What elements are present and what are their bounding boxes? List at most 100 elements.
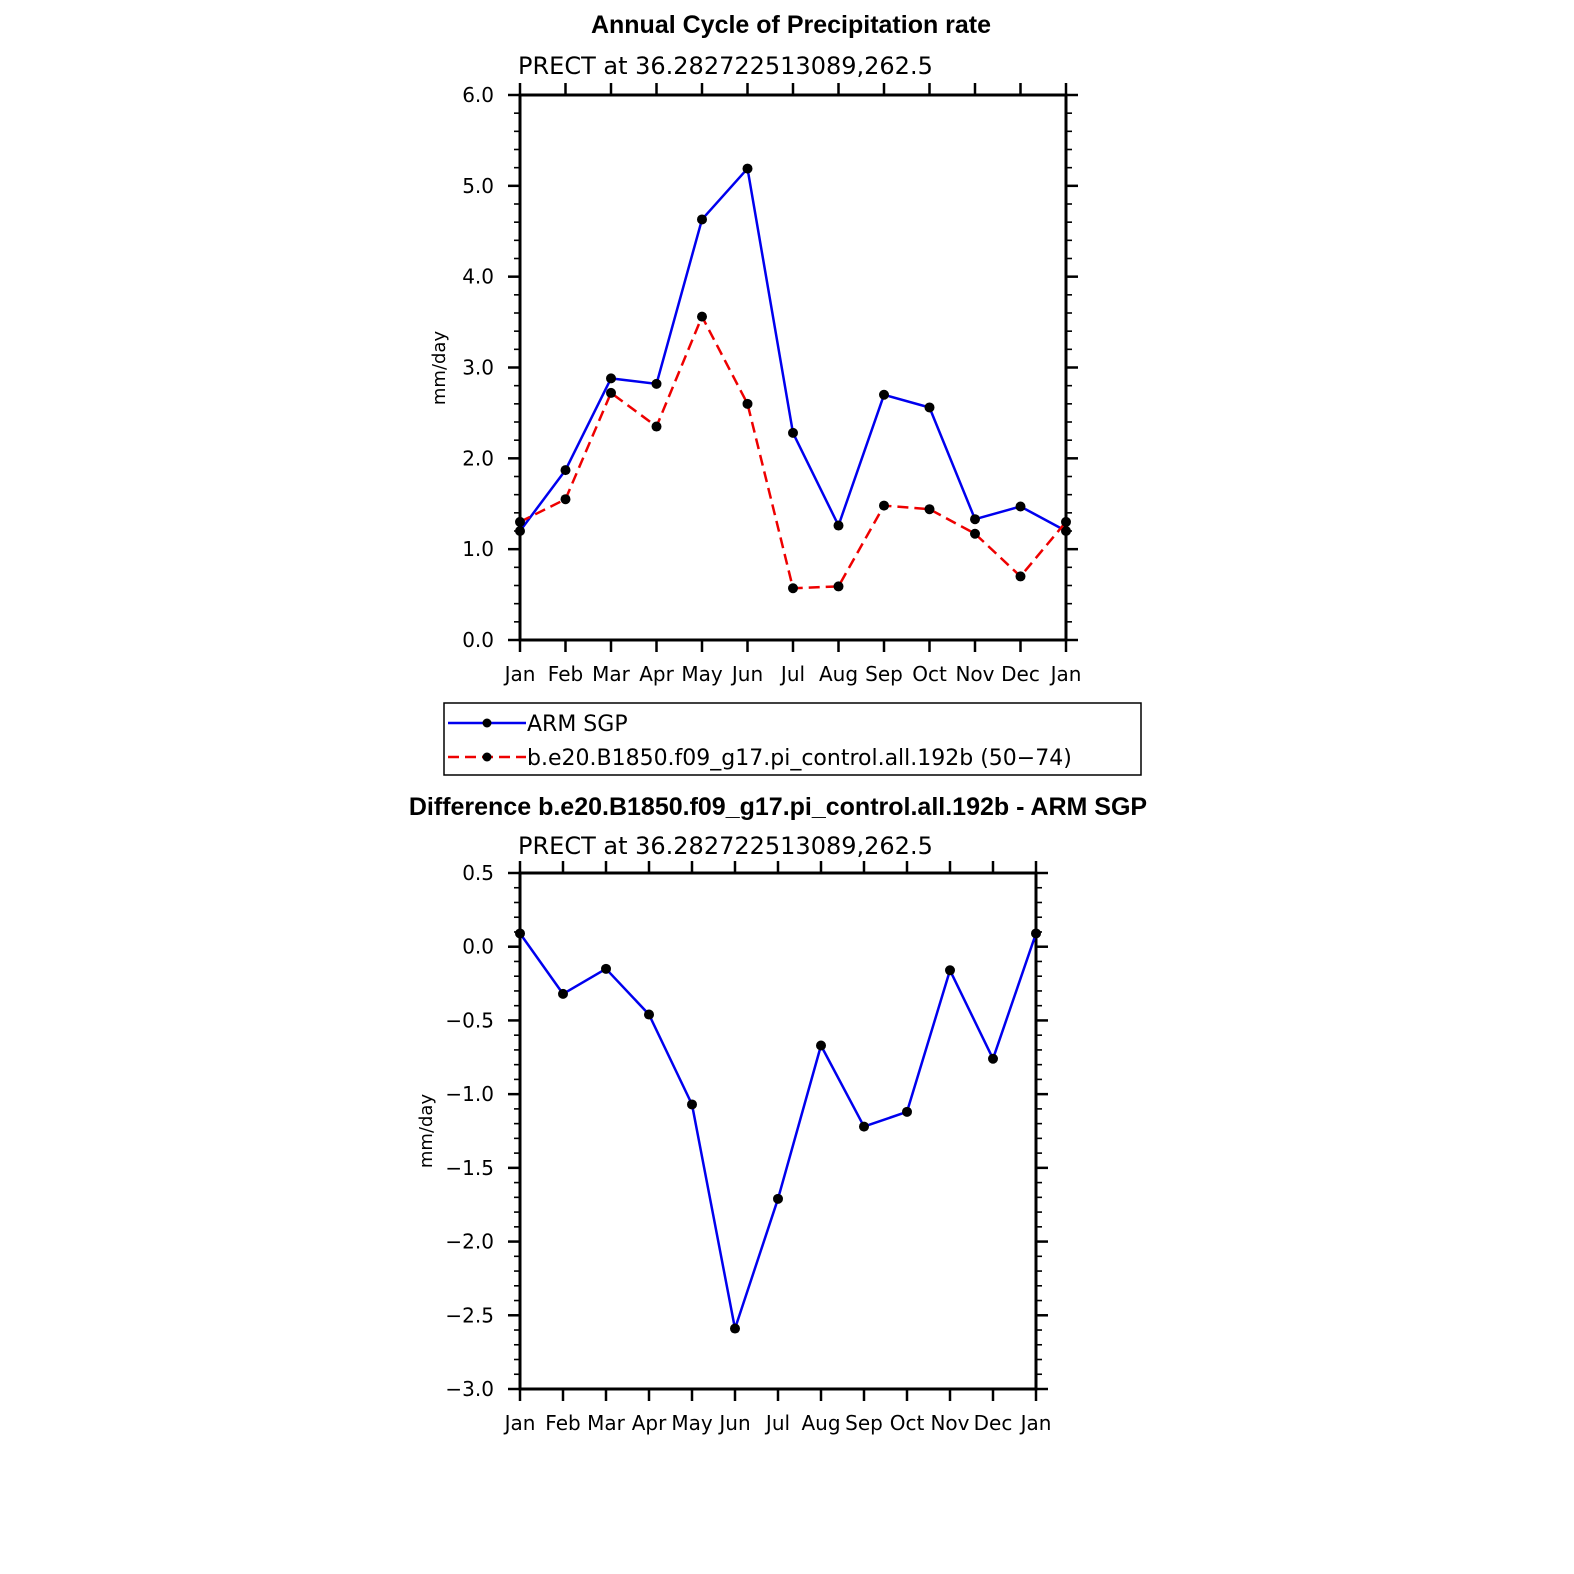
chart2-xtick-label: Dec <box>974 1411 1013 1435</box>
chart1-ytick-label: 0.0 <box>462 628 494 652</box>
chart1-xtick-label: Aug <box>819 662 858 686</box>
chart2-series-0-point <box>601 963 611 974</box>
chart1-series-0-line <box>518 167 1067 533</box>
chart1-series-1-point <box>651 421 662 432</box>
chart2-xtick-label: Jan <box>1019 1411 1052 1435</box>
chart1-series-1-point <box>742 398 753 409</box>
chart2-xtick-label: May <box>671 1411 713 1435</box>
chart2-xtick-label: Jul <box>764 1411 790 1435</box>
chart1-series-0-point <box>697 214 707 225</box>
chart1-subtitle: PRECT at 36.282722513089,262.5 <box>518 52 933 80</box>
chart2-xtick-label: Aug <box>801 1411 840 1435</box>
chart2-xtick-label: Jan <box>503 1411 536 1435</box>
chart1-series-1-point <box>833 581 844 592</box>
chart1-series-1-point <box>924 504 935 515</box>
chart2-xtick-label: Sep <box>845 1411 883 1435</box>
chart1-series-1-point <box>697 311 707 322</box>
chart2-series-0-point <box>988 1053 998 1064</box>
chart2-ytick-label: 0.5 <box>462 861 494 885</box>
chart1-legend: ARM SGP b.e20.B1850.f09_g17.pi_control.a… <box>443 702 1142 776</box>
chart1-series-0-point <box>1061 526 1071 536</box>
chart1-ytick-label: 2.0 <box>462 446 494 470</box>
chart2-ytick-label: 0.0 <box>462 935 494 959</box>
legend-marker-model <box>482 752 492 762</box>
legend-marker-arm <box>482 718 492 728</box>
chart1-ytick-label: 1.0 <box>462 537 494 561</box>
chart1-xtick-label: Jun <box>730 662 763 686</box>
chart2-series-0-point <box>945 965 955 976</box>
chart2-xtick-label: Oct <box>890 1411 925 1435</box>
chart2-ytick-label: −0.5 <box>445 1008 494 1032</box>
chart2-xtick-label: Jun <box>717 1411 750 1435</box>
chart2-xtick-label: Feb <box>545 1411 580 1435</box>
chart2-xtick-label: Mar <box>587 1411 626 1435</box>
chart1-series-1-point <box>1061 516 1071 527</box>
chart1-xtick-label: Apr <box>639 662 674 686</box>
chart2-xtick-label: Apr <box>632 1411 667 1435</box>
chart2-series-0-point <box>730 1323 740 1334</box>
chart2-series-0-point <box>902 1106 912 1117</box>
chart1-series-0-point <box>515 526 525 536</box>
chart1-xtick-label: Jan <box>1049 662 1082 686</box>
chart1-series-0-point <box>651 378 662 389</box>
chart2-ytick-label: −1.5 <box>445 1156 494 1180</box>
chart1-series-0-point <box>560 465 571 476</box>
chart1-xtick-label: Dec <box>1001 662 1040 686</box>
chart2-ytick-label: −1.0 <box>445 1082 494 1106</box>
legend-box <box>443 702 1142 776</box>
chart2-subtitle: PRECT at 36.282722513089,262.5 <box>518 832 933 860</box>
chart1-ytick-label: 6.0 <box>462 83 494 107</box>
chart1-series-1-point <box>1015 571 1026 582</box>
chart1-series-1-point <box>788 583 798 594</box>
chart2-title: Difference b.e20.B1850.f09_g17.pi_contro… <box>409 793 1147 821</box>
chart1-xtick-label: Feb <box>548 662 583 686</box>
chart1-series-1-point <box>970 528 980 539</box>
chart1-series-1-point <box>515 516 525 527</box>
chart2-series-0-point <box>644 1009 654 1020</box>
chart2-series-0-point <box>816 1040 826 1051</box>
chart1-series-1-line <box>519 315 1067 590</box>
chart1-title: Annual Cycle of Precipitation rate <box>591 11 991 39</box>
chart1-series-0-point <box>1015 501 1026 512</box>
chart1-frame <box>518 93 1068 642</box>
chart1-series-0-point <box>606 373 616 384</box>
chart1-series-0-point <box>879 389 889 400</box>
chart2-series-0-point <box>773 1193 783 1204</box>
chart1-plot: 0.0 1.0 2.0 3.0 4.0 5.0 6.0 Jan Feb Mar Apr May Jun J… <box>462 83 1081 686</box>
chart2-series-0-line <box>518 932 1038 1330</box>
chart2-ytick-label: −2.5 <box>445 1303 494 1327</box>
chart1-xtick-label: Sep <box>865 662 903 686</box>
chart1-xtick-label: Nov <box>955 662 994 686</box>
chart1-ytick-label: 5.0 <box>462 174 494 198</box>
chart1-ytick-label: 4.0 <box>462 265 494 289</box>
legend-label-model: b.e20.B1850.f09_g17.pi_control.all.192b … <box>527 746 1072 771</box>
chart2-ytick-label: −2.0 <box>445 1230 494 1254</box>
chart2-series-0-point <box>859 1121 869 1132</box>
chart1-series-1-point <box>879 500 889 511</box>
chart2-series-0-point <box>1031 928 1041 939</box>
chart2-frame <box>518 871 1038 1391</box>
chart1-ytick-label: 3.0 <box>462 356 494 380</box>
chart2-series-0-point <box>515 928 525 939</box>
chart2-ylabel: mm/day <box>416 1094 437 1169</box>
chart1-series-0-point <box>970 514 980 525</box>
chart1-xtick-label: Oct <box>912 662 947 686</box>
chart1-xtick-label: Jul <box>779 662 805 686</box>
chart1-series-0-point <box>742 163 753 174</box>
chart1-xtick-label: Jan <box>503 662 536 686</box>
chart1-xtick-label: Mar <box>592 662 631 686</box>
chart1-series-1-point <box>606 387 616 398</box>
legend-label-arm: ARM SGP <box>527 712 628 737</box>
chart1-series-1-point <box>560 494 571 505</box>
chart1-ylabel: mm/day <box>429 331 450 406</box>
chart1-series-0-point <box>788 427 798 438</box>
chart1-series-0-point <box>833 520 844 531</box>
chart1-xtick-label: May <box>681 662 723 686</box>
chart1-series-0-point <box>924 402 935 413</box>
chart2-xtick-label: Nov <box>930 1411 969 1435</box>
chart2-ytick-label: −3.0 <box>445 1377 494 1401</box>
chart2-series-0-point <box>687 1099 697 1110</box>
chart2-series-0-point <box>558 988 568 999</box>
